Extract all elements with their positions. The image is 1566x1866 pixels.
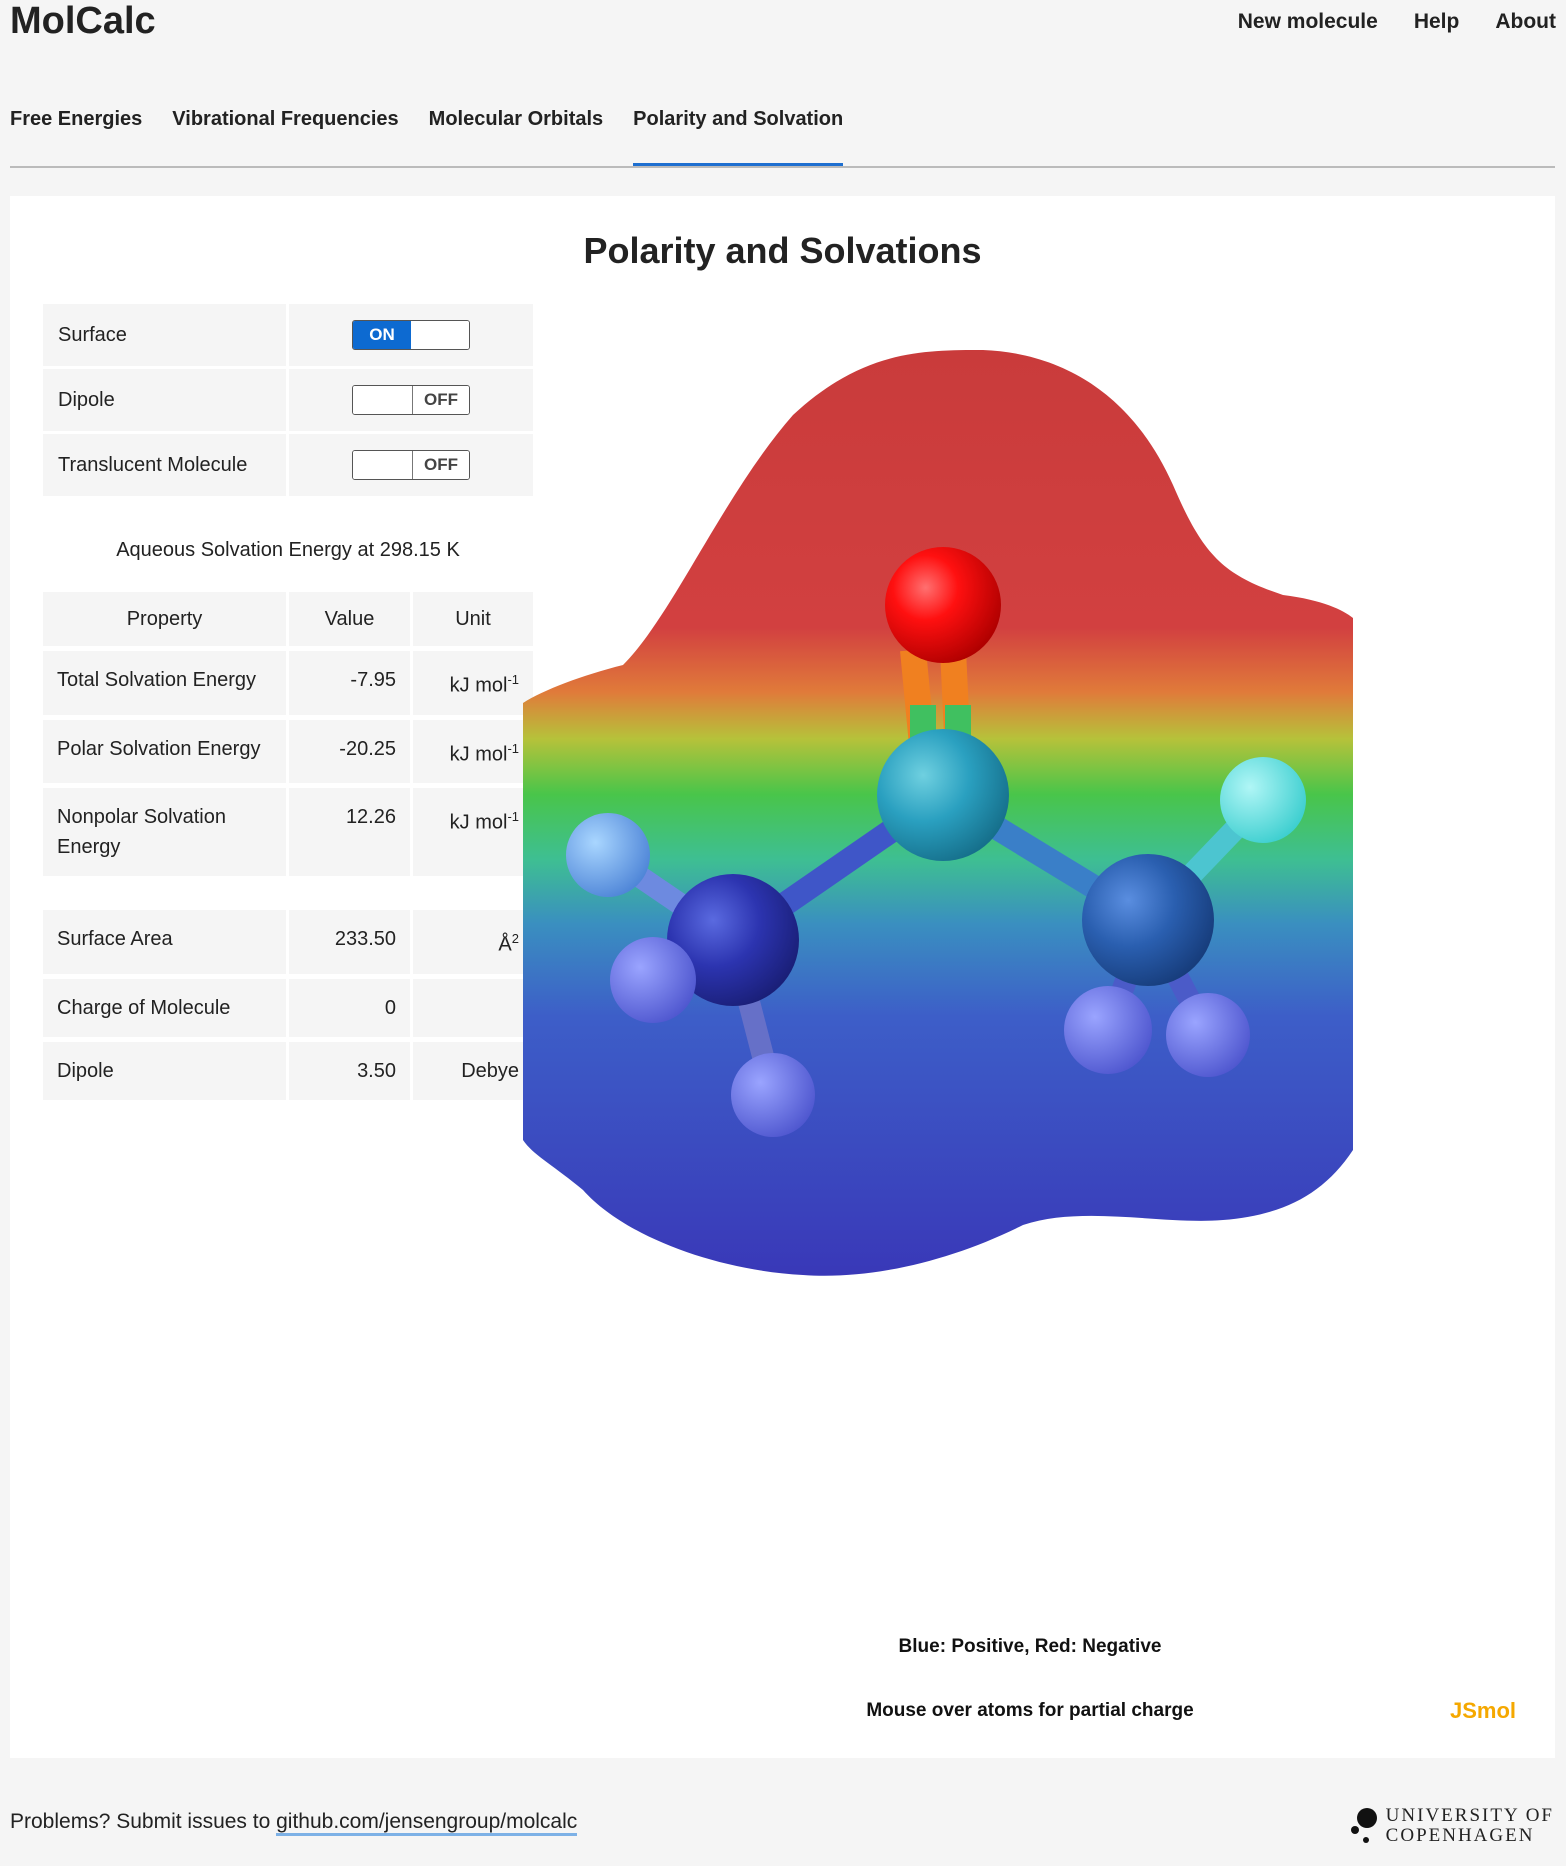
- tab-molecular-orbitals[interactable]: Molecular Orbitals: [428, 108, 604, 130]
- hydrogen-atom[interactable]: [731, 1053, 815, 1137]
- surface-toggle[interactable]: ON: [352, 320, 470, 350]
- page-title: Polarity and Solvations: [583, 230, 982, 271]
- control-row-translucent: Translucent Molecule OFF: [43, 434, 533, 496]
- row-property: Nonpolar Solvation Energy: [43, 788, 286, 877]
- footer-problems: Problems? Submit issues to github.com/je…: [10, 1810, 578, 1836]
- row-property: Total Solvation Energy: [43, 651, 286, 715]
- jsmol-logo[interactable]: JSmol: [1450, 1698, 1517, 1723]
- app-title[interactable]: MolCalc: [10, 0, 156, 42]
- row-property: Polar Solvation Energy: [43, 719, 286, 784]
- header-unit: Unit: [413, 592, 533, 646]
- viewer-color-legend: Blue: Positive, Red: Negative: [898, 1636, 1162, 1657]
- viewer-hint: Mouse over atoms for partial charge: [866, 1700, 1194, 1721]
- control-row-dipole: Dipole OFF: [43, 369, 533, 431]
- university-name-line2: COPENHAGEN: [1385, 1825, 1535, 1846]
- oxygen-atom[interactable]: [885, 547, 1001, 663]
- table-header: Property Value Unit: [43, 592, 533, 646]
- display-controls: Surface ON Dipole OFF Translucent Molecu…: [43, 304, 533, 499]
- control-label: Surface: [43, 304, 286, 366]
- row-property: Surface Area: [43, 910, 286, 974]
- header-value: Value: [289, 592, 410, 646]
- dipole-toggle[interactable]: OFF: [352, 385, 470, 415]
- table-row: Surface Area 233.50 Å2: [43, 910, 533, 974]
- university-name-line1: UNIVERSITY OF: [1385, 1805, 1554, 1826]
- top-nav: New molecule Help About: [1238, 10, 1556, 34]
- control-row-surface: Surface ON: [43, 304, 533, 366]
- row-unit: kJ mol-1: [413, 719, 533, 784]
- solvation-caption: Aqueous Solvation Energy at 298.15 K: [116, 539, 460, 561]
- row-unit: Debye: [413, 1041, 533, 1100]
- hydrogen-atom[interactable]: [610, 937, 696, 1023]
- nav-help[interactable]: Help: [1413, 10, 1460, 33]
- tab-free-energies[interactable]: Free Energies: [10, 108, 143, 130]
- university-logo: UNIVERSITY OF COPENHAGEN: [1348, 1806, 1554, 1846]
- control-label: Dipole: [43, 369, 286, 431]
- table-row: Total Solvation Energy -7.95 kJ mol-1: [43, 651, 533, 715]
- carbonyl-carbon-atom[interactable]: [877, 729, 1009, 861]
- row-unit: kJ mol-1: [413, 788, 533, 877]
- row-property: Dipole: [43, 1041, 286, 1100]
- github-link[interactable]: github.com/jensengroup/molcalc: [276, 1810, 578, 1836]
- row-unit: [413, 978, 533, 1037]
- nav-new-molecule[interactable]: New molecule: [1237, 10, 1378, 33]
- row-value: 12.26: [289, 788, 410, 877]
- tab-polarity-and-solvation[interactable]: Polarity and Solvation: [633, 100, 844, 166]
- translucent-toggle[interactable]: OFF: [352, 450, 470, 480]
- row-value: 3.50: [289, 1041, 410, 1100]
- hydrogen-atom[interactable]: [1166, 993, 1250, 1077]
- hydrogen-atom[interactable]: [566, 813, 650, 897]
- methyl-carbon-atom-left[interactable]: [667, 874, 799, 1006]
- row-unit: Å2: [413, 910, 533, 974]
- table-row: Dipole 3.50 Debye: [43, 1041, 533, 1100]
- solvation-table: Property Value Unit Total Solvation Ener…: [43, 592, 533, 1105]
- table-row: Polar Solvation Energy -20.25 kJ mol-1: [43, 719, 533, 784]
- hydrogen-atom[interactable]: [1220, 757, 1306, 843]
- row-unit: kJ mol-1: [413, 651, 533, 715]
- tab-bar: Free Energies Vibrational Frequencies Mo…: [10, 100, 1555, 168]
- control-label: Translucent Molecule: [43, 434, 286, 496]
- header-property: Property: [43, 592, 286, 646]
- molecule-viewer[interactable]: [523, 195, 1523, 1535]
- row-value: 233.50: [289, 910, 410, 974]
- hydrogen-atom[interactable]: [1064, 986, 1152, 1074]
- nav-about[interactable]: About: [1495, 10, 1556, 33]
- toggle-state: ON: [353, 321, 411, 349]
- top-bar: MolCalc New molecule Help About: [0, 0, 1566, 60]
- row-property: Charge of Molecule: [43, 978, 286, 1037]
- tab-vibrational-frequencies[interactable]: Vibrational Frequencies: [172, 108, 399, 130]
- table-row: Charge of Molecule 0: [43, 978, 533, 1037]
- footer-text: Problems? Submit issues to: [10, 1810, 277, 1833]
- row-value: -20.25: [289, 719, 410, 784]
- university-crest-icon: [1350, 1808, 1377, 1843]
- methyl-carbon-atom-right[interactable]: [1082, 854, 1214, 986]
- table-row: Nonpolar Solvation Energy 12.26 kJ mol-1: [43, 788, 533, 877]
- toggle-state: OFF: [412, 386, 469, 414]
- row-value: 0: [289, 978, 410, 1037]
- toggle-state: OFF: [412, 451, 469, 479]
- row-value: -7.95: [289, 651, 410, 715]
